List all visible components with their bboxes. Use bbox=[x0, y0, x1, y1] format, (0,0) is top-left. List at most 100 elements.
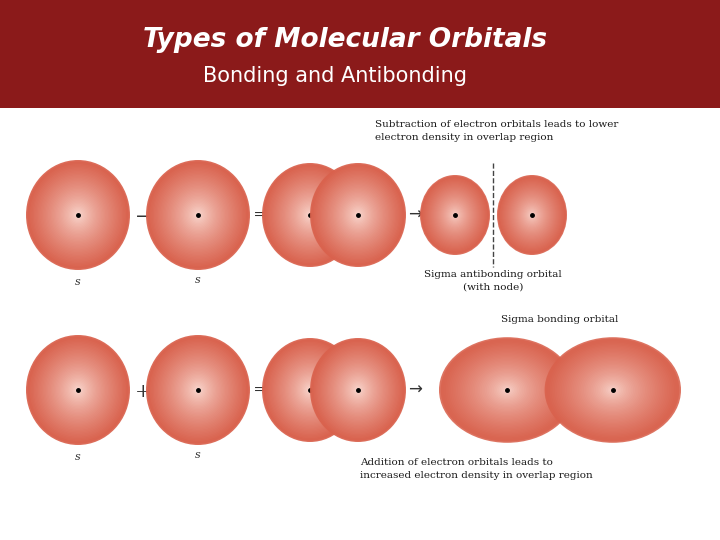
Ellipse shape bbox=[439, 337, 575, 443]
Ellipse shape bbox=[185, 376, 211, 404]
Ellipse shape bbox=[449, 345, 565, 435]
Ellipse shape bbox=[327, 356, 390, 424]
Ellipse shape bbox=[458, 352, 557, 428]
Ellipse shape bbox=[177, 193, 219, 237]
Ellipse shape bbox=[264, 339, 357, 441]
Text: ⇒: ⇒ bbox=[254, 381, 269, 399]
Ellipse shape bbox=[329, 184, 387, 246]
Ellipse shape bbox=[172, 187, 224, 242]
Ellipse shape bbox=[453, 213, 457, 217]
Ellipse shape bbox=[343, 199, 372, 231]
Ellipse shape bbox=[63, 375, 92, 405]
Ellipse shape bbox=[176, 192, 220, 238]
Ellipse shape bbox=[155, 170, 241, 260]
Ellipse shape bbox=[423, 178, 487, 252]
Ellipse shape bbox=[318, 346, 399, 434]
Ellipse shape bbox=[441, 199, 469, 231]
Ellipse shape bbox=[184, 200, 212, 230]
Ellipse shape bbox=[357, 389, 359, 392]
Ellipse shape bbox=[300, 379, 321, 402]
Ellipse shape bbox=[433, 190, 477, 240]
Ellipse shape bbox=[347, 203, 369, 227]
Ellipse shape bbox=[520, 201, 544, 229]
Ellipse shape bbox=[503, 182, 561, 248]
Ellipse shape bbox=[77, 389, 79, 392]
Ellipse shape bbox=[63, 200, 92, 230]
Ellipse shape bbox=[50, 186, 105, 244]
Ellipse shape bbox=[345, 201, 372, 230]
Ellipse shape bbox=[71, 383, 84, 397]
Ellipse shape bbox=[150, 164, 246, 266]
Ellipse shape bbox=[513, 193, 551, 237]
Ellipse shape bbox=[321, 350, 395, 430]
Ellipse shape bbox=[61, 197, 95, 233]
Ellipse shape bbox=[577, 362, 649, 418]
Ellipse shape bbox=[190, 382, 206, 399]
Ellipse shape bbox=[354, 386, 361, 394]
Ellipse shape bbox=[346, 202, 370, 228]
Ellipse shape bbox=[463, 356, 552, 424]
Ellipse shape bbox=[50, 185, 107, 245]
Ellipse shape bbox=[289, 368, 330, 412]
Ellipse shape bbox=[499, 383, 516, 396]
Ellipse shape bbox=[483, 372, 531, 408]
Ellipse shape bbox=[304, 208, 316, 221]
Ellipse shape bbox=[57, 193, 99, 237]
Text: −: − bbox=[135, 208, 151, 226]
Ellipse shape bbox=[608, 386, 618, 394]
Ellipse shape bbox=[279, 181, 341, 249]
Ellipse shape bbox=[278, 355, 343, 425]
Ellipse shape bbox=[192, 208, 204, 222]
Ellipse shape bbox=[148, 338, 248, 442]
Ellipse shape bbox=[189, 380, 207, 400]
Ellipse shape bbox=[303, 207, 318, 223]
Ellipse shape bbox=[518, 199, 546, 231]
Ellipse shape bbox=[473, 363, 541, 416]
Ellipse shape bbox=[582, 366, 644, 414]
Ellipse shape bbox=[293, 372, 327, 408]
Ellipse shape bbox=[47, 357, 109, 423]
Ellipse shape bbox=[352, 208, 364, 221]
Ellipse shape bbox=[329, 359, 387, 421]
Ellipse shape bbox=[167, 182, 229, 248]
Ellipse shape bbox=[459, 353, 555, 427]
Ellipse shape bbox=[322, 176, 394, 254]
Ellipse shape bbox=[195, 387, 201, 393]
Ellipse shape bbox=[262, 163, 358, 267]
Ellipse shape bbox=[325, 180, 390, 250]
Ellipse shape bbox=[26, 335, 130, 445]
Ellipse shape bbox=[325, 355, 390, 425]
Ellipse shape bbox=[297, 376, 323, 404]
Ellipse shape bbox=[287, 190, 333, 240]
Ellipse shape bbox=[42, 352, 114, 429]
Ellipse shape bbox=[50, 361, 105, 419]
Ellipse shape bbox=[478, 368, 536, 413]
Ellipse shape bbox=[429, 185, 481, 245]
Ellipse shape bbox=[48, 359, 108, 422]
Ellipse shape bbox=[37, 346, 120, 434]
Ellipse shape bbox=[517, 198, 547, 232]
Ellipse shape bbox=[172, 362, 224, 417]
Ellipse shape bbox=[164, 354, 232, 426]
Ellipse shape bbox=[502, 181, 562, 249]
Ellipse shape bbox=[519, 200, 545, 230]
Ellipse shape bbox=[453, 348, 562, 432]
Ellipse shape bbox=[276, 179, 343, 252]
Ellipse shape bbox=[266, 342, 354, 438]
Ellipse shape bbox=[158, 347, 238, 433]
Ellipse shape bbox=[48, 184, 108, 247]
Ellipse shape bbox=[437, 194, 473, 235]
Text: s: s bbox=[195, 450, 201, 460]
Ellipse shape bbox=[278, 180, 343, 250]
Ellipse shape bbox=[289, 193, 330, 237]
Ellipse shape bbox=[174, 190, 222, 240]
Ellipse shape bbox=[336, 192, 379, 238]
Ellipse shape bbox=[343, 374, 372, 406]
Ellipse shape bbox=[336, 367, 379, 414]
Ellipse shape bbox=[350, 381, 366, 399]
Ellipse shape bbox=[171, 186, 225, 244]
Ellipse shape bbox=[181, 372, 215, 408]
Ellipse shape bbox=[497, 175, 567, 255]
Ellipse shape bbox=[52, 187, 104, 242]
Ellipse shape bbox=[469, 361, 545, 419]
